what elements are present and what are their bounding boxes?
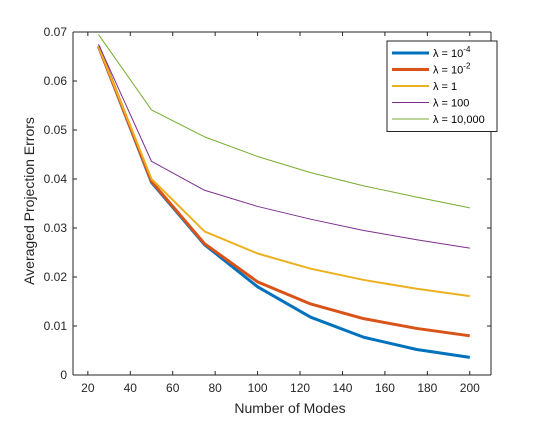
y-tick-label: 0.02	[44, 270, 68, 284]
x-tick-label: 120	[290, 381, 310, 395]
series-line-3	[97, 45, 470, 298]
series-line-4	[98, 44, 470, 249]
x-tick-label: 160	[375, 381, 395, 395]
x-tick-label: 180	[417, 381, 437, 395]
y-tick-label: 0.04	[44, 172, 68, 186]
y-tick-label: 0.06	[44, 74, 68, 88]
series-line-2	[97, 45, 470, 338]
x-tick-label: 60	[166, 381, 180, 395]
y-tick-label: 0.03	[44, 221, 68, 235]
x-axis-label: Number of Modes	[234, 400, 345, 416]
x-tick-label: 200	[460, 381, 480, 395]
legend-label-3: λ = 1	[433, 81, 457, 93]
y-tick-label: 0.05	[44, 123, 68, 137]
legend-label-1: λ = 10-4	[433, 45, 471, 60]
plot-lines	[97, 34, 470, 359]
series-line-5	[98, 34, 470, 209]
x-tick-label: 140	[332, 381, 352, 395]
x-tick-label: 40	[124, 381, 138, 395]
y-tick-label: 0	[60, 368, 67, 382]
axes: 20 40 60 80 100 120 140 160 180 200 0 0.01 0.02 0.03 0…	[44, 25, 492, 395]
legend-label-2: λ = 10-2	[433, 62, 471, 77]
legend-label-5: λ = 10,000	[433, 114, 485, 126]
y-tick-label: 0.07	[44, 25, 68, 39]
legend-label-4: λ = 100	[433, 98, 469, 110]
x-tick-label: 80	[208, 381, 222, 395]
x-tick-label: 100	[248, 381, 268, 395]
y-axis-label: Averaged Projection Errors	[21, 117, 37, 285]
y-tick-label: 0.01	[44, 319, 68, 333]
legend: λ = 10-4 λ = 10-2 λ = 1 λ = 100 λ = 10,000	[386, 40, 498, 132]
x-tick-label: 20	[81, 381, 95, 395]
